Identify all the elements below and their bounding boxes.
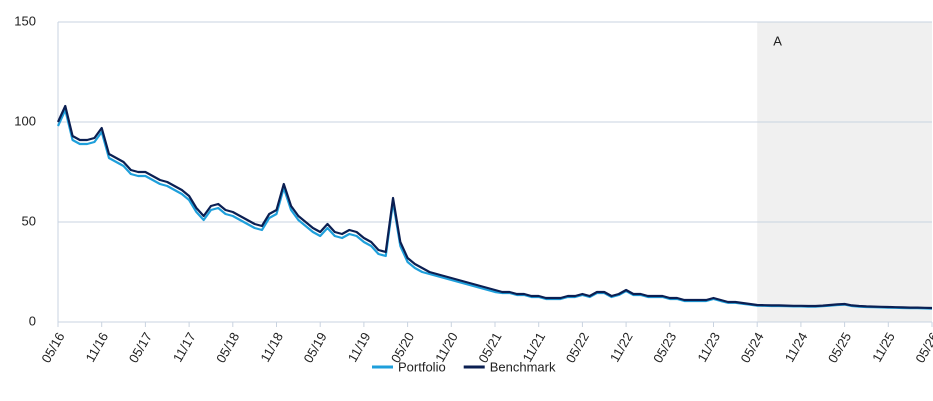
x-tick-label: 11/23 — [694, 330, 723, 365]
x-tick-label: 11/18 — [257, 330, 286, 365]
x-tick-label: 05/16 — [38, 330, 67, 366]
x-tick-label: 11/19 — [345, 330, 374, 365]
x-tick-label: 05/17 — [126, 330, 155, 366]
x-tick-label: 05/23 — [650, 330, 679, 366]
x-tick-label: 05/22 — [563, 330, 592, 366]
region-label: A — [773, 33, 782, 48]
shaded-region — [757, 22, 932, 322]
y-tick-label: 100 — [14, 113, 36, 128]
x-tick-label: 11/22 — [607, 330, 636, 365]
legend-label: Benchmark — [490, 359, 556, 374]
y-tick-label: 0 — [29, 313, 36, 328]
x-tick-label: 05/19 — [301, 330, 330, 366]
x-tick-label: 11/25 — [869, 330, 898, 365]
legend-label: Portfolio — [398, 359, 446, 374]
x-tick-label: 05/26 — [912, 330, 933, 366]
x-tick-label: 11/17 — [170, 330, 199, 365]
x-tick-label: 11/16 — [82, 330, 111, 365]
x-tick-label: 05/18 — [213, 330, 242, 366]
x-tick-label: 05/24 — [738, 330, 767, 366]
x-tick-label: 05/25 — [825, 330, 854, 366]
y-tick-label: 150 — [14, 13, 36, 28]
series-line — [56, 104, 933, 310]
y-tick-label: 50 — [22, 213, 36, 228]
x-tick-label: 11/24 — [782, 330, 811, 365]
